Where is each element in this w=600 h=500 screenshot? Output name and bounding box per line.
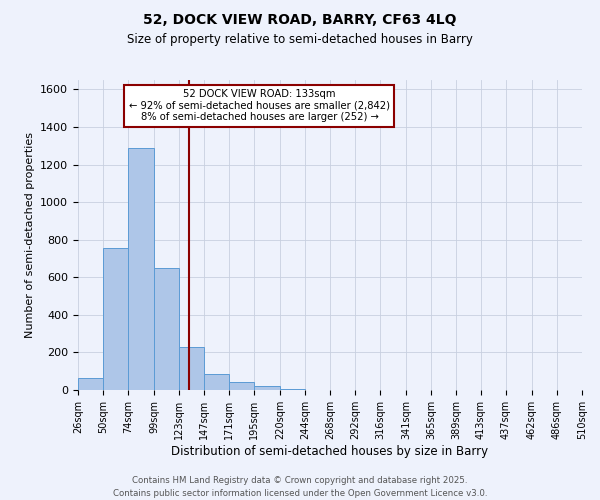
X-axis label: Distribution of semi-detached houses by size in Barry: Distribution of semi-detached houses by …	[172, 444, 488, 458]
Y-axis label: Number of semi-detached properties: Number of semi-detached properties	[25, 132, 35, 338]
Bar	[280, 389, 305, 390]
Bar	[204, 374, 229, 390]
Bar	[103, 248, 128, 390]
Text: 52 DOCK VIEW ROAD: 133sqm
← 92% of semi-detached houses are smaller (2,842)
8% o: 52 DOCK VIEW ROAD: 133sqm ← 92% of semi-…	[129, 90, 390, 122]
Bar	[78, 378, 103, 390]
Bar	[229, 382, 254, 390]
Bar	[128, 148, 154, 390]
Text: Contains HM Land Registry data © Crown copyright and database right 2025.
Contai: Contains HM Land Registry data © Crown c…	[113, 476, 487, 498]
Bar	[254, 386, 280, 390]
Text: Size of property relative to semi-detached houses in Barry: Size of property relative to semi-detach…	[127, 32, 473, 46]
Text: 52, DOCK VIEW ROAD, BARRY, CF63 4LQ: 52, DOCK VIEW ROAD, BARRY, CF63 4LQ	[143, 12, 457, 26]
Bar	[154, 268, 179, 390]
Bar	[179, 347, 204, 390]
